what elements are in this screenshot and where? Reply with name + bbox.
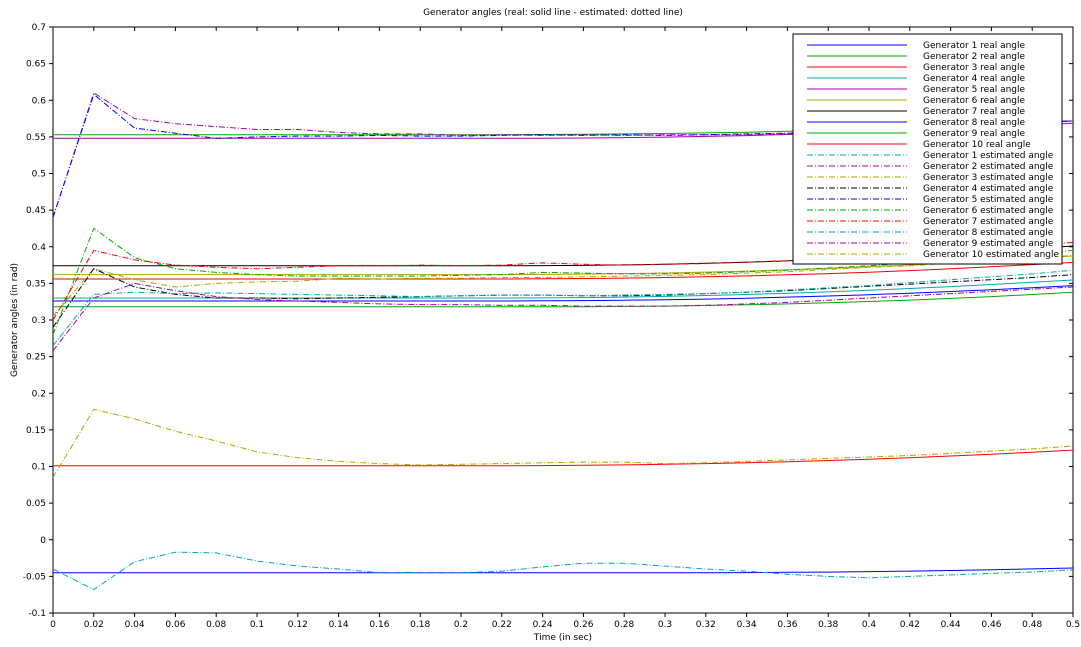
series-line-8: [53, 285, 1073, 302]
legend-label: Generator 5 estimated angle: [923, 195, 1054, 205]
y-tick-label: 0.15: [26, 426, 46, 436]
x-tick-label: 0.46: [981, 620, 1001, 630]
x-tick-label: 0.32: [696, 620, 716, 630]
legend-label: Generator 3 estimated angle: [923, 173, 1054, 183]
legend-label: Generator 3 real angle: [923, 63, 1025, 73]
y-tick-label: 0.25: [26, 353, 46, 363]
series-line-10: [53, 449, 1073, 467]
series-line-20: [53, 408, 1073, 478]
x-tick-label: 0.2: [454, 620, 468, 630]
legend-label: Generator 4 estimated angle: [923, 184, 1054, 194]
legend-label: Generator 8 estimated angle: [923, 228, 1054, 238]
y-tick-label: 0.55: [26, 133, 46, 143]
legend-label: Generator 1 estimated angle: [923, 151, 1054, 161]
x-tick-label: 0: [50, 620, 56, 630]
legend-label: Generator 7 real angle: [923, 107, 1025, 117]
series-line-18: [53, 269, 1073, 346]
legend-label: Generator 10 real angle: [923, 140, 1031, 150]
x-tick-label: 0.34: [737, 620, 757, 630]
legend-label: Generator 6 estimated angle: [923, 206, 1054, 216]
x-axis-title: Time (in sec): [533, 633, 592, 643]
y-tick-label: -0.1: [28, 609, 46, 619]
y-tick-label: 0.45: [26, 206, 46, 216]
legend-label: Generator 10 estimated angle: [923, 250, 1059, 260]
y-tick-label: -0.05: [23, 572, 46, 582]
x-tick-label: 0.1: [250, 620, 264, 630]
series-line-2: [53, 291, 1073, 308]
legend-label: Generator 9 estimated angle: [923, 239, 1054, 249]
legend-label: Generator 7 estimated angle: [923, 217, 1054, 227]
x-tick-label: 0.5: [1066, 620, 1080, 630]
x-tick-label: 0.08: [206, 620, 226, 630]
series-line-19: [53, 282, 1073, 352]
series-line-1: [53, 567, 1073, 574]
series-line-3: [53, 261, 1073, 280]
y-tick-label: 0.5: [32, 170, 46, 180]
y-tick-label: 0: [40, 536, 46, 546]
y-tick-label: 0.35: [26, 279, 46, 289]
series-line-11: [53, 551, 1073, 591]
x-tick-label: 0.4: [862, 620, 877, 630]
legend-label: Generator 9 real angle: [923, 129, 1025, 139]
y-tick-label: 0.2: [32, 389, 46, 399]
x-tick-label: 0.02: [84, 620, 104, 630]
legend-label: Generator 2 estimated angle: [923, 162, 1054, 172]
x-tick-label: 0.12: [288, 620, 308, 630]
legend-label: Generator 1 real angle: [923, 41, 1025, 51]
x-tick-label: 0.14: [329, 620, 349, 630]
series-line-6: [53, 255, 1073, 276]
x-tick-label: 0.18: [410, 620, 430, 630]
x-tick-label: 0.28: [614, 620, 634, 630]
y-tick-label: 0.65: [26, 60, 46, 70]
x-tick-label: 0.42: [900, 620, 920, 630]
y-tick-label: 0.1: [32, 463, 46, 473]
y-tick-label: 0.05: [26, 499, 46, 509]
x-tick-label: 0.3: [658, 620, 672, 630]
legend-label: Generator 8 real angle: [923, 118, 1025, 128]
x-tick-label: 0.22: [492, 620, 512, 630]
legend-label: Generator 4 real angle: [923, 74, 1025, 84]
x-tick-label: 0.06: [165, 620, 185, 630]
x-tick-label: 0.48: [1022, 620, 1042, 630]
legend-label: Generator 2 real angle: [923, 52, 1025, 62]
x-tick-label: 0.38: [818, 620, 838, 630]
legend-label: Generator 6 real angle: [923, 96, 1025, 106]
series-line-13: [53, 255, 1073, 317]
y-tick-label: 0.7: [32, 23, 46, 33]
x-tick-label: 0.24: [533, 620, 553, 630]
series-line-4: [53, 279, 1073, 299]
x-tick-label: 0.16: [369, 620, 389, 630]
legend-box: [792, 33, 1063, 265]
plot-area: 0 0.02 0.04 0.06 0.08 0.1 0.12 0.14 0.16 0.18 0.2 0…: [23, 23, 1080, 630]
y-tick-label: 0.3: [32, 316, 46, 326]
y-tick-label: 0.6: [32, 96, 47, 106]
y-axis-title: Generator angles (in rad): [10, 263, 20, 377]
x-tick-label: 0.36: [777, 620, 797, 630]
series-line-14: [53, 268, 1073, 328]
x-tick-label: 0.04: [125, 620, 145, 630]
y-tick-label: 0.4: [32, 243, 47, 253]
legend-label: Generator 5 real angle: [923, 85, 1025, 95]
x-tick-label: 0.26: [573, 620, 593, 630]
x-tick-label: 0.44: [941, 620, 961, 630]
chart-title: Generator angles (real: solid line - est…: [423, 8, 683, 18]
series-line-16: [53, 227, 1073, 335]
